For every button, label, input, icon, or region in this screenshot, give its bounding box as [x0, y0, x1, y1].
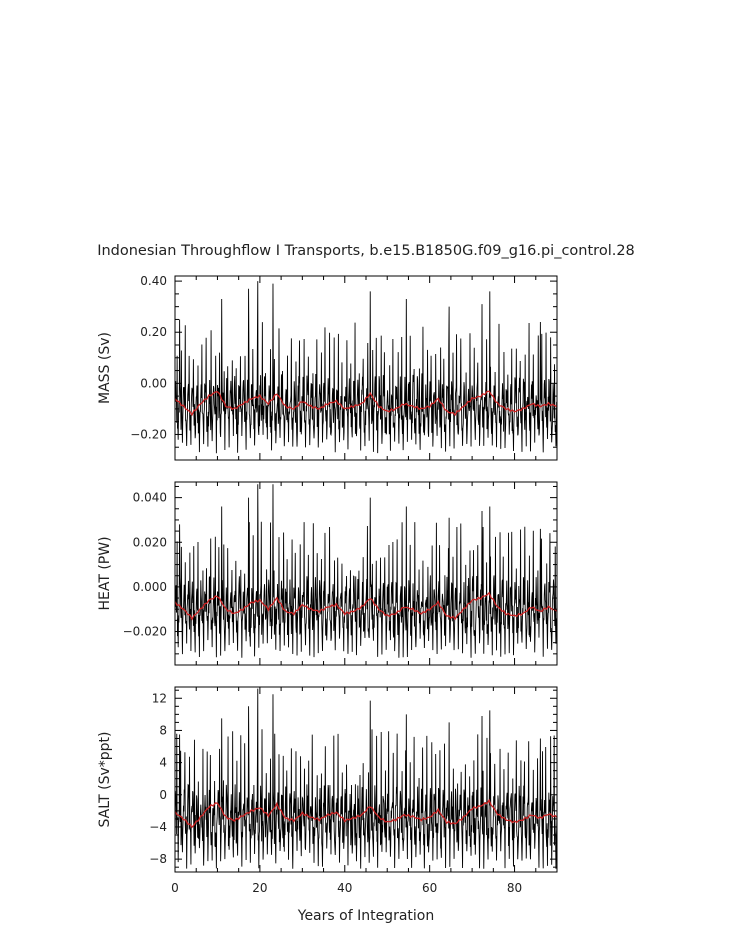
heat-y-tick-label: 0.020 [133, 535, 167, 549]
x-tick-label: 80 [507, 881, 522, 895]
x-tick-label: 0 [171, 881, 179, 895]
salt-y-tick-label: 0 [159, 788, 167, 802]
heat-y-tick-label: 0.040 [133, 491, 167, 505]
mass-smoothed-series [175, 390, 557, 417]
heat-plot-area [175, 484, 557, 658]
heat-y-tick-label: −0.020 [123, 625, 167, 639]
heat-y-axis-label: HEAT (PW) [97, 536, 113, 610]
x-tick-label: 40 [337, 881, 352, 895]
salt-y-tick-label: −4 [149, 820, 167, 834]
mass-plot-area [175, 281, 557, 454]
salt-y-axis-label: SALT (Sv*ppt) [97, 732, 113, 828]
chart-title: Indonesian Throughflow I Transports, b.e… [97, 243, 635, 259]
mass-y-axis-label: MASS (Sv) [97, 332, 113, 404]
mass-y-tick-label: 0.00 [140, 376, 167, 390]
salt-y-tick-label: 4 [159, 756, 167, 770]
mass-y-tick-label: 0.40 [140, 274, 167, 288]
x-axis-label: Years of Integration [297, 908, 434, 924]
mass-panel: −0.20 0.00 0.20 0.40 MASS (Sv) [97, 274, 558, 461]
x-tick-label: 20 [252, 881, 267, 895]
salt-plot-area [175, 688, 557, 869]
salt-y-tick-label: −8 [149, 852, 167, 866]
heat-monthly-series [175, 484, 557, 658]
mass-y-tick-label: −0.20 [130, 427, 167, 441]
salt-y-tick-label: 8 [159, 723, 167, 737]
heat-y-tick-label: 0.000 [133, 580, 167, 594]
salt-smoothed-series [175, 798, 557, 829]
salt-panel: −8 −4 0 4 8 12 SALT (Sv*ppt) 0 20 40 60 80 [97, 686, 558, 895]
heat-panel: −0.020 0.000 0.020 0.040 HEAT (PW) [97, 481, 558, 666]
salt-y-tick-label: 12 [152, 691, 167, 705]
heat-smoothed-series [175, 591, 557, 621]
salt-monthly-series [175, 688, 557, 869]
panels: −0.20 0.00 0.20 0.40 MASS (Sv) −0.020 0.000 0.0… [97, 274, 558, 895]
x-tick-label: 60 [422, 881, 437, 895]
mass-monthly-series [175, 281, 557, 454]
mass-y-tick-label: 0.20 [140, 325, 167, 339]
